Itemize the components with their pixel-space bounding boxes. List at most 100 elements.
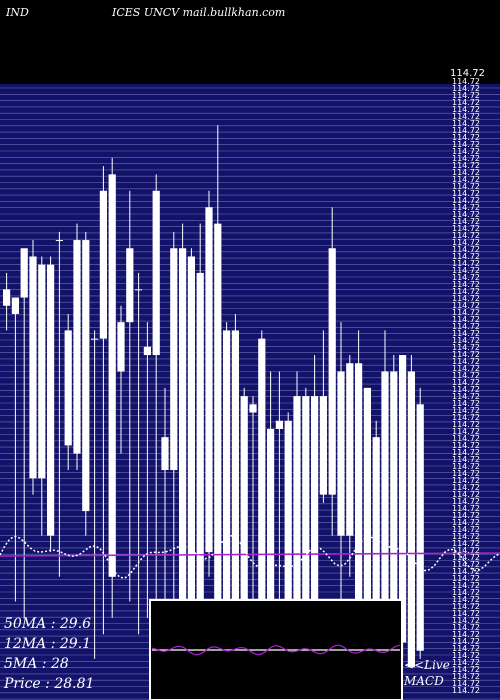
candle-body <box>231 330 239 651</box>
header-center: ICES UNCV mail.bullkhan.com <box>112 6 286 19</box>
price-axis-tick: 114.72 <box>452 546 480 555</box>
candle-body <box>117 322 125 372</box>
price-label: Price : 28.81 <box>4 676 95 692</box>
price-axis-tick: 114.72 <box>452 259 480 268</box>
price-axis-tick: 114.72 <box>452 637 480 646</box>
price-axis-tick: 114.72 <box>452 224 480 233</box>
candle-body <box>11 297 19 314</box>
candle-body <box>355 363 363 635</box>
price-axis-tick: 114.72 <box>452 140 480 149</box>
price-axis-tick: 114.72 <box>452 329 480 338</box>
price-axis-tick: 114.72 <box>452 476 480 485</box>
price-axis-tick: 114.72 <box>452 581 480 590</box>
header-left: IND <box>6 6 29 19</box>
price-axis-tick: 114.72 <box>452 168 480 177</box>
price-axis-tick: 114.72 <box>452 658 480 667</box>
price-axis-tick: 114.72 <box>452 420 480 429</box>
price-axis-tick: 114.72 <box>452 161 480 170</box>
indicator-lines <box>0 534 500 579</box>
price-axis-tick: 114.72 <box>452 490 480 499</box>
candle-body <box>64 330 72 446</box>
candle-body <box>390 371 398 643</box>
price-axis-tick: 114.72 <box>452 651 480 660</box>
live-label: <<Live <box>404 658 450 672</box>
price-axis-tick: 114.72 <box>452 357 480 366</box>
price-axis-tick: 114.72 <box>452 266 480 275</box>
price-axis-tick: 114.72 <box>452 77 480 86</box>
candle-body <box>284 420 292 643</box>
candle-body <box>38 264 46 479</box>
price-axis-tick: 114.72 <box>452 322 480 331</box>
macd-label: MACD <box>404 674 444 688</box>
candle-body <box>267 428 275 635</box>
price-axis-tick: 114.72 <box>452 455 480 464</box>
candle-body <box>302 396 310 635</box>
candle-body <box>135 289 143 291</box>
price-axis-tick: 114.72 <box>452 238 480 247</box>
price-axis-tick: 114.72 <box>452 112 480 121</box>
price-axis-tick: 114.72 <box>452 609 480 618</box>
price-axis-tick: 114.72 <box>452 217 480 226</box>
price-axis-tick: 114.72 <box>452 147 480 156</box>
price-axis-tick: 114.72 <box>452 518 480 527</box>
price-axis-tick: 114.72 <box>452 273 480 282</box>
dotted-indicator-line <box>0 534 500 579</box>
price-axis-tick: 114.72 <box>452 441 480 450</box>
candle-body <box>20 248 28 298</box>
ma50-label: 50MA : 29.6 <box>4 616 92 632</box>
price-axis-tick: 114.72 <box>452 462 480 471</box>
price-axis-tick: 114.72 <box>452 553 480 562</box>
candle-body <box>108 174 116 577</box>
price-axis-tick: 114.72 <box>452 196 480 205</box>
candle-body <box>187 256 195 602</box>
candle-body <box>258 338 266 635</box>
candle-body <box>196 272 204 610</box>
price-axis-tick: 114.72 <box>452 497 480 506</box>
ma5-label: 5MA : 28 <box>4 656 69 672</box>
candle-body <box>337 371 345 536</box>
price-axis-tick: 114.72 <box>452 406 480 415</box>
price-axis-tick: 114.72 <box>452 448 480 457</box>
candle-body <box>152 190 160 356</box>
price-axis-tick: 114.72 <box>452 665 480 674</box>
price-axis-tick: 114.72 <box>452 427 480 436</box>
macd-line <box>151 644 401 656</box>
price-axis-tick: 114.72 <box>452 294 480 303</box>
price-axis-tick: 114.72 <box>452 252 480 261</box>
price-axis-tick: 114.72 <box>452 392 480 401</box>
candle-body <box>240 396 248 651</box>
price-axis-tick: 114.72 <box>452 133 480 142</box>
price-axis-tick: 114.72 <box>452 434 480 443</box>
candle-body <box>319 396 327 495</box>
candle-body <box>91 338 99 340</box>
candle-body <box>126 248 134 323</box>
price-axis-tick: 114.72 <box>452 182 480 191</box>
price-axis-tick: 114.72 <box>452 91 480 100</box>
price-axis-tick: 114.72 <box>452 644 480 653</box>
candle-body <box>205 207 213 553</box>
candle-body <box>3 289 11 306</box>
candle-body <box>29 256 37 479</box>
ma12-label: 12MA : 29.1 <box>4 636 92 652</box>
price-axis-top-label: 114.72 <box>450 68 485 79</box>
candle-body <box>416 404 424 651</box>
candle-body <box>346 363 354 536</box>
price-axis-tick: 114.72 <box>452 364 480 373</box>
candle-body <box>328 248 336 495</box>
candle-body <box>381 371 389 610</box>
price-axis-tick: 114.72 <box>452 679 480 688</box>
price-axis-tick: 114.72 <box>452 315 480 324</box>
candle-body <box>73 240 81 454</box>
price-axis-tick: 114.72 <box>452 385 480 394</box>
candle-body <box>47 264 55 536</box>
price-axis-tick: 114.72 <box>452 126 480 135</box>
price-axis-tick: 114.72 <box>452 672 480 681</box>
candle-body <box>82 240 90 512</box>
candle-body <box>55 240 63 242</box>
price-axis-tick: 114.72 <box>452 287 480 296</box>
candle-body <box>161 437 169 471</box>
price-axis-tick: 114.72 <box>452 245 480 254</box>
price-axis-tick: 114.72 <box>452 504 480 513</box>
candle-body <box>214 223 222 602</box>
